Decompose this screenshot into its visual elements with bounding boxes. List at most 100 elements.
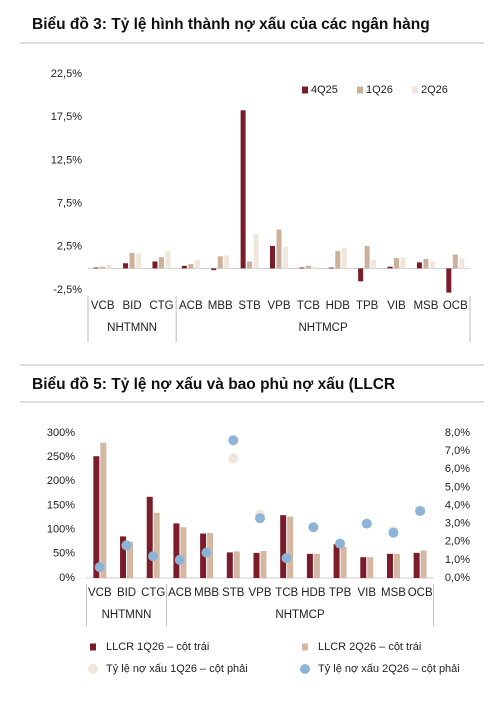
x-tick-label: BID xyxy=(117,587,136,599)
legend-swatch xyxy=(88,664,98,674)
x-tick-label: CTG xyxy=(141,587,165,599)
bar xyxy=(233,551,240,578)
bar xyxy=(217,256,223,269)
y-tick-label: 200% xyxy=(47,475,75,487)
x-tick-label: OCB xyxy=(408,587,433,599)
dot xyxy=(335,538,346,549)
bar xyxy=(211,268,217,271)
x-tick-label: TPB xyxy=(329,587,352,599)
bar xyxy=(413,552,420,578)
x-tick-label: HDB xyxy=(326,300,351,312)
y2-tick-label: 0,0% xyxy=(445,572,470,584)
bar xyxy=(287,516,294,578)
bar xyxy=(127,541,134,578)
x-tick-label: STB xyxy=(222,587,245,599)
legend-label: LLCR 2Q26 – cột trái xyxy=(318,641,421,653)
bar xyxy=(452,254,458,269)
legend-swatch xyxy=(302,86,308,94)
y-tick-label: 150% xyxy=(47,499,75,511)
bar xyxy=(276,229,282,269)
bar xyxy=(387,266,393,269)
x-tick-label: MSB xyxy=(381,587,406,599)
y2-tick-label: 1,0% xyxy=(445,554,470,566)
bar xyxy=(129,252,135,269)
bar xyxy=(358,268,364,282)
legend-swatch xyxy=(412,86,418,94)
x-tick-label: TCB xyxy=(275,587,298,599)
bar xyxy=(459,258,465,269)
dot xyxy=(121,540,132,551)
dot xyxy=(388,527,399,538)
bar xyxy=(446,268,452,293)
bar xyxy=(328,267,334,269)
legend-label: 1Q26 xyxy=(366,84,393,96)
x-tick-label: VPB xyxy=(267,300,290,312)
dot xyxy=(308,522,319,533)
legend-swatch xyxy=(357,86,363,94)
legend-label: 2Q26 xyxy=(421,84,448,96)
bar xyxy=(194,259,200,269)
y2-tick-label: 6,0% xyxy=(445,463,470,475)
bar xyxy=(120,536,127,578)
dot xyxy=(255,513,265,524)
x-tick-label: VCB xyxy=(88,587,112,599)
x-tick-label: VPB xyxy=(248,587,271,599)
bar xyxy=(123,263,129,269)
bar xyxy=(306,553,313,578)
bar xyxy=(333,544,340,578)
legend-label: 4Q25 xyxy=(311,84,338,96)
y2-tick-label: 7,0% xyxy=(445,445,470,457)
dot xyxy=(201,547,212,558)
bar xyxy=(93,267,99,269)
bar xyxy=(364,245,370,269)
chart-title: Biểu đồ 5: Tỷ lệ nợ xấu và bao phủ nợ xấ… xyxy=(32,376,395,393)
x-tick-label: TPB xyxy=(356,300,379,312)
bar xyxy=(158,257,164,269)
dot xyxy=(228,453,239,464)
bar xyxy=(152,261,158,269)
group-label: NHTMCP xyxy=(298,322,348,334)
bar xyxy=(181,265,187,269)
dot xyxy=(361,518,372,529)
bar xyxy=(153,512,160,578)
y-tick-label: 300% xyxy=(47,427,75,439)
bar xyxy=(100,266,106,269)
bar xyxy=(180,527,187,578)
bar xyxy=(305,265,311,269)
y-tick-label: 17,5% xyxy=(51,111,82,123)
group-label: NHTMNN xyxy=(107,322,157,334)
bar xyxy=(100,442,107,578)
legend-label: Tỷ lệ nợ xấu 1Q26 – cột phải xyxy=(106,663,248,675)
legend-label: LLCR 1Q26 – cột trái xyxy=(106,641,209,653)
legend-swatch xyxy=(302,643,308,651)
x-tick-label: MBB xyxy=(194,587,219,599)
bar xyxy=(136,253,142,269)
x-tick-label: HDB xyxy=(301,587,326,599)
x-tick-label: VIB xyxy=(387,300,406,312)
bar xyxy=(260,550,267,578)
bar xyxy=(253,552,260,578)
x-tick-label: OCB xyxy=(443,300,468,312)
legend-swatch xyxy=(300,664,310,674)
dot xyxy=(415,505,426,516)
bar xyxy=(360,557,367,578)
group-label: NHTMNN xyxy=(102,609,152,621)
bar xyxy=(299,267,305,269)
bar xyxy=(394,258,400,269)
y2-tick-label: 8,0% xyxy=(445,427,470,439)
group-label: NHTMCP xyxy=(275,609,325,621)
x-tick-label: ACB xyxy=(168,587,192,599)
y-tick-label: 7,5% xyxy=(57,198,82,210)
bar xyxy=(416,262,422,269)
chart-title: Biểu đồ 3: Tỷ lệ hình thành nợ xấu của c… xyxy=(32,16,430,33)
bar xyxy=(188,264,194,269)
y-tick-label: -2,5% xyxy=(53,284,82,296)
x-tick-label: CTG xyxy=(149,300,173,312)
bar xyxy=(146,496,153,578)
dot xyxy=(148,551,159,562)
bar xyxy=(335,251,341,269)
bar xyxy=(253,233,259,269)
bar xyxy=(313,553,320,578)
x-tick-label: MSB xyxy=(413,300,438,312)
